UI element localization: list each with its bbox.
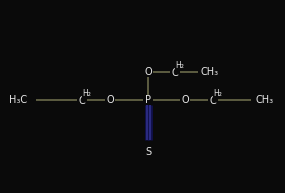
Text: H₃C: H₃C: [9, 95, 27, 105]
Text: C: C: [172, 68, 178, 78]
Text: C: C: [79, 96, 86, 106]
Text: H₂: H₂: [83, 90, 91, 98]
Text: H₂: H₂: [176, 62, 184, 70]
Text: CH₃: CH₃: [201, 67, 219, 77]
Text: CH₃: CH₃: [256, 95, 274, 105]
Text: O: O: [181, 95, 189, 105]
Text: O: O: [106, 95, 114, 105]
Text: O: O: [144, 67, 152, 77]
Text: P: P: [145, 95, 151, 105]
Text: S: S: [145, 147, 151, 157]
Text: H₂: H₂: [213, 90, 222, 98]
Text: C: C: [210, 96, 216, 106]
